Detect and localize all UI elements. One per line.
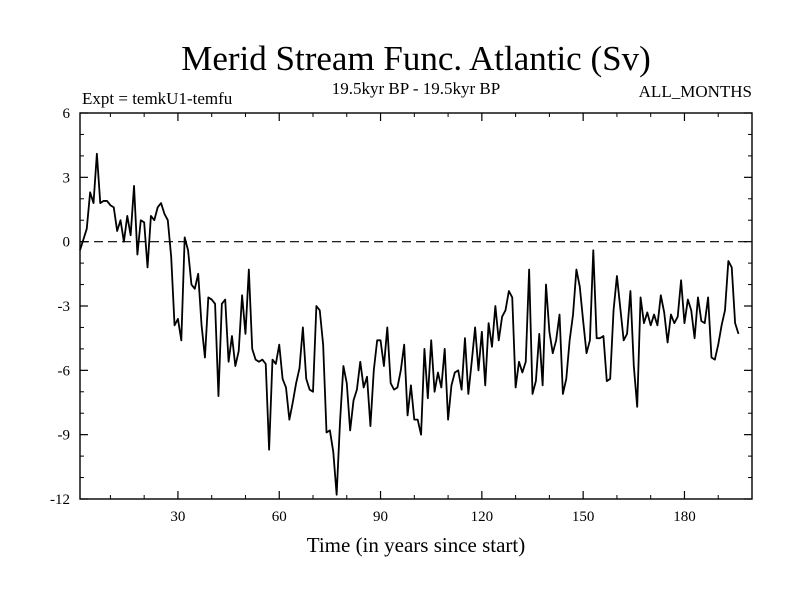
y-tick-label: 6 xyxy=(63,106,71,122)
x-tick-label: 120 xyxy=(471,509,494,525)
x-tick-label: 90 xyxy=(373,509,388,525)
y-tick-label: -12 xyxy=(50,492,70,508)
series-line-0 xyxy=(79,152,740,496)
plot-frame xyxy=(79,112,753,500)
y-tick-label: 3 xyxy=(63,170,71,186)
y-tick-label: 0 xyxy=(63,235,71,251)
experiment-label: Expt = temkU1-temfu xyxy=(82,89,233,108)
y-tick-label: -6 xyxy=(58,363,71,379)
x-tick-label: 60 xyxy=(272,509,287,525)
chart-title: Merid Stream Func. Atlantic (Sv) xyxy=(181,39,651,78)
x-tick-label: 150 xyxy=(572,509,595,525)
x-tick-label: 180 xyxy=(673,509,696,525)
y-tick-label: -9 xyxy=(58,428,71,444)
x-tick-label: 30 xyxy=(170,509,185,525)
x-axis-label: Time (in years since start) xyxy=(307,533,526,557)
y-tick-label: -3 xyxy=(58,299,71,315)
months-label: ALL_MONTHS xyxy=(639,82,752,101)
period-label: 19.5kyr BP - 19.5kyr BP xyxy=(332,79,500,98)
